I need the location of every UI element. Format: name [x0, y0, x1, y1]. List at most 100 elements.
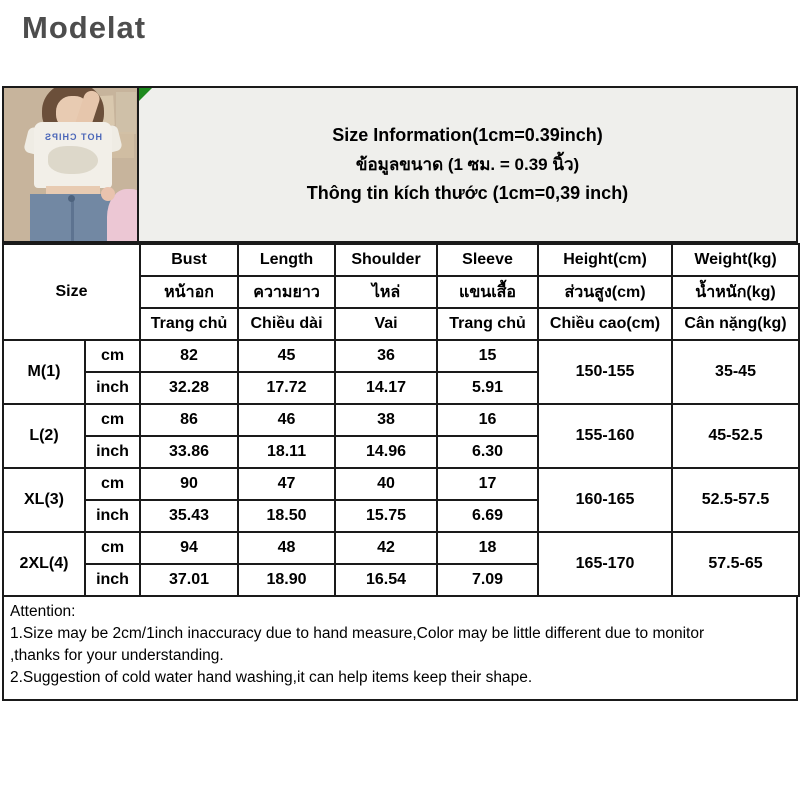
- title-vietnamese: Thông tin kích thước (1cm=0,39 inch): [306, 183, 629, 203]
- col-header-length-vi: Chiều dài: [237, 307, 337, 341]
- cell-xl-sleeve-inch: 6.69: [436, 499, 540, 533]
- header-row-english: Size Bust Length Shoulder Sleeve Height(…: [1, 243, 800, 341]
- cell-2xl-bust-inch: 37.01: [139, 563, 240, 597]
- cell-xl-height: 160-165: [537, 467, 674, 533]
- unit-label-inch: inch: [83, 563, 142, 597]
- cell-2xl-length-cm: 48: [237, 531, 337, 565]
- col-header-length-th: ความยาว: [237, 275, 337, 309]
- cell-2xl-sleeve-cm: 18: [436, 531, 540, 565]
- attention-line-2: ,thanks for your understanding.: [10, 647, 224, 664]
- col-header-bust-th: หน้าอก: [139, 275, 240, 309]
- unit-label-inch: inch: [83, 371, 142, 405]
- size-label-xl: XL(3): [2, 467, 86, 533]
- col-header-height-th: ส่วนสูง(cm): [537, 275, 674, 309]
- cell-l-height: 155-160: [537, 403, 674, 469]
- title-english: Size Information(1cm=0.39inch): [332, 125, 603, 145]
- cell-m-shoulder-cm: 36: [334, 339, 439, 373]
- unit-label-cm: cm: [83, 467, 142, 501]
- cell-l-length-cm: 46: [237, 403, 337, 437]
- cell-xl-bust-inch: 35.43: [139, 499, 240, 533]
- col-header-sleeve-th: แขนเสื้อ: [436, 275, 540, 309]
- col-header-weight-vi: Cân nặng(kg): [671, 307, 800, 341]
- table-row: inch 37.01 18.90 16.54 7.09: [3, 563, 799, 597]
- size-label-l: L(2): [2, 403, 86, 469]
- cell-2xl-height: 165-170: [537, 531, 674, 597]
- col-header-bust-vi: Trang chủ: [139, 307, 240, 341]
- cell-m-bust-cm: 82: [139, 339, 240, 373]
- photo-wall-decor: [116, 92, 136, 134]
- unit-label-cm: cm: [83, 403, 142, 437]
- cell-2xl-weight: 57.5-65: [671, 531, 800, 597]
- header-row-thai: หน้าอก ความยาว ไหล่ แขนเสื้อ ส่วนสูง(cm)…: [3, 275, 800, 309]
- cell-xl-shoulder-cm: 40: [334, 467, 439, 501]
- size-table: Size Bust Length Shoulder Sleeve Height(…: [1, 243, 800, 597]
- cell-xl-length-cm: 47: [237, 467, 337, 501]
- photo-background-person-arm: [101, 187, 115, 201]
- cell-m-weight: 35-45: [671, 339, 800, 405]
- table-row: inch 33.86 18.11 14.96 6.30: [3, 435, 799, 469]
- size-chart-panel: HOT CHIPS Size Information(1cm=0.39inch)…: [1, 86, 800, 701]
- col-header-shoulder-en: Shoulder: [334, 243, 439, 277]
- attention-line-1: 1.Size may be 2cm/1inch inaccuracy due t…: [10, 625, 705, 642]
- cell-2xl-bust-cm: 94: [139, 531, 240, 565]
- cell-2xl-shoulder-cm: 42: [334, 531, 439, 565]
- size-label-m: M(1): [2, 339, 86, 405]
- table-row: 2XL(4) cm 94 48 42 18 165-170 57.5-65: [2, 531, 800, 597]
- cell-m-sleeve-inch: 5.91: [436, 371, 540, 405]
- cell-m-bust-inch: 32.28: [139, 371, 240, 405]
- col-header-sleeve-vi: Trang chủ: [436, 307, 540, 341]
- photo-jeans-seam: [71, 200, 74, 241]
- cell-xl-sleeve-cm: 17: [436, 467, 540, 501]
- size-info-title-box: Size Information(1cm=0.39inch) ข้อมูลขนา…: [139, 86, 798, 243]
- col-header-height-en: Height(cm): [537, 243, 674, 277]
- product-photo: HOT CHIPS: [2, 86, 139, 243]
- cell-2xl-sleeve-inch: 7.09: [436, 563, 540, 597]
- cell-xl-shoulder-inch: 15.75: [334, 499, 439, 533]
- col-header-bust-en: Bust: [139, 243, 240, 277]
- header-row-vietnamese: Trang chủ Chiều dài Vai Trang chủ Chiều …: [3, 307, 800, 341]
- cell-xl-length-inch: 18.50: [237, 499, 337, 533]
- cell-xl-bust-cm: 90: [139, 467, 240, 501]
- unit-label-cm: cm: [83, 531, 142, 565]
- cell-xl-weight: 52.5-57.5: [671, 467, 800, 533]
- cell-l-shoulder-inch: 14.96: [334, 435, 439, 469]
- size-label-2xl: 2XL(4): [2, 531, 86, 597]
- col-header-shoulder-th: ไหล่: [334, 275, 439, 309]
- photo-model-waist: [46, 186, 100, 196]
- header-row: HOT CHIPS Size Information(1cm=0.39inch)…: [2, 86, 798, 243]
- size-header-cell: Size: [1, 243, 142, 341]
- photo-tshirt-print: HOT CHIPS: [44, 132, 103, 142]
- cell-l-bust-inch: 33.86: [139, 435, 240, 469]
- col-header-shoulder-vi: Vai: [334, 307, 439, 341]
- cell-l-bust-cm: 86: [139, 403, 240, 437]
- cell-l-sleeve-cm: 16: [436, 403, 540, 437]
- table-row: XL(3) cm 90 47 40 17 160-165 52.5-57.5: [2, 467, 800, 533]
- cell-m-length-inch: 17.72: [237, 371, 337, 405]
- col-header-weight-en: Weight(kg): [671, 243, 800, 277]
- cell-m-length-cm: 45: [237, 339, 337, 373]
- table-row: L(2) cm 86 46 38 16 155-160 45-52.5: [2, 403, 800, 469]
- attention-notes: Attention: 1.Size may be 2cm/1inch inacc…: [2, 597, 798, 701]
- cell-l-shoulder-cm: 38: [334, 403, 439, 437]
- cell-l-sleeve-inch: 6.30: [436, 435, 540, 469]
- col-header-sleeve-en: Sleeve: [436, 243, 540, 277]
- table-row: inch 32.28 17.72 14.17 5.91: [3, 371, 799, 405]
- cell-m-height: 150-155: [537, 339, 674, 405]
- cell-l-weight: 45-52.5: [671, 403, 800, 469]
- cell-m-sleeve-cm: 15: [436, 339, 540, 373]
- photo-tshirt-graphic: [48, 146, 98, 174]
- col-header-weight-th: น้ำหนัก(kg): [671, 275, 800, 309]
- title-thai: ข้อมูลขนาด (1 ซม. = 0.39 นิ้ว): [355, 155, 580, 174]
- unit-label-cm: cm: [83, 339, 142, 373]
- col-header-height-vi: Chiều cao(cm): [537, 307, 674, 341]
- table-row: inch 35.43 18.50 15.75 6.69: [3, 499, 799, 533]
- photo-jeans-button: [68, 195, 75, 202]
- cell-m-shoulder-inch: 14.17: [334, 371, 439, 405]
- cell-2xl-shoulder-inch: 16.54: [334, 563, 439, 597]
- unit-label-inch: inch: [83, 499, 142, 533]
- cell-l-length-inch: 18.11: [237, 435, 337, 469]
- unit-label-inch: inch: [83, 435, 142, 469]
- corner-flag-icon: [139, 88, 152, 101]
- attention-line-3: 2.Suggestion of cold water hand washing,…: [10, 669, 533, 686]
- col-header-length-en: Length: [237, 243, 337, 277]
